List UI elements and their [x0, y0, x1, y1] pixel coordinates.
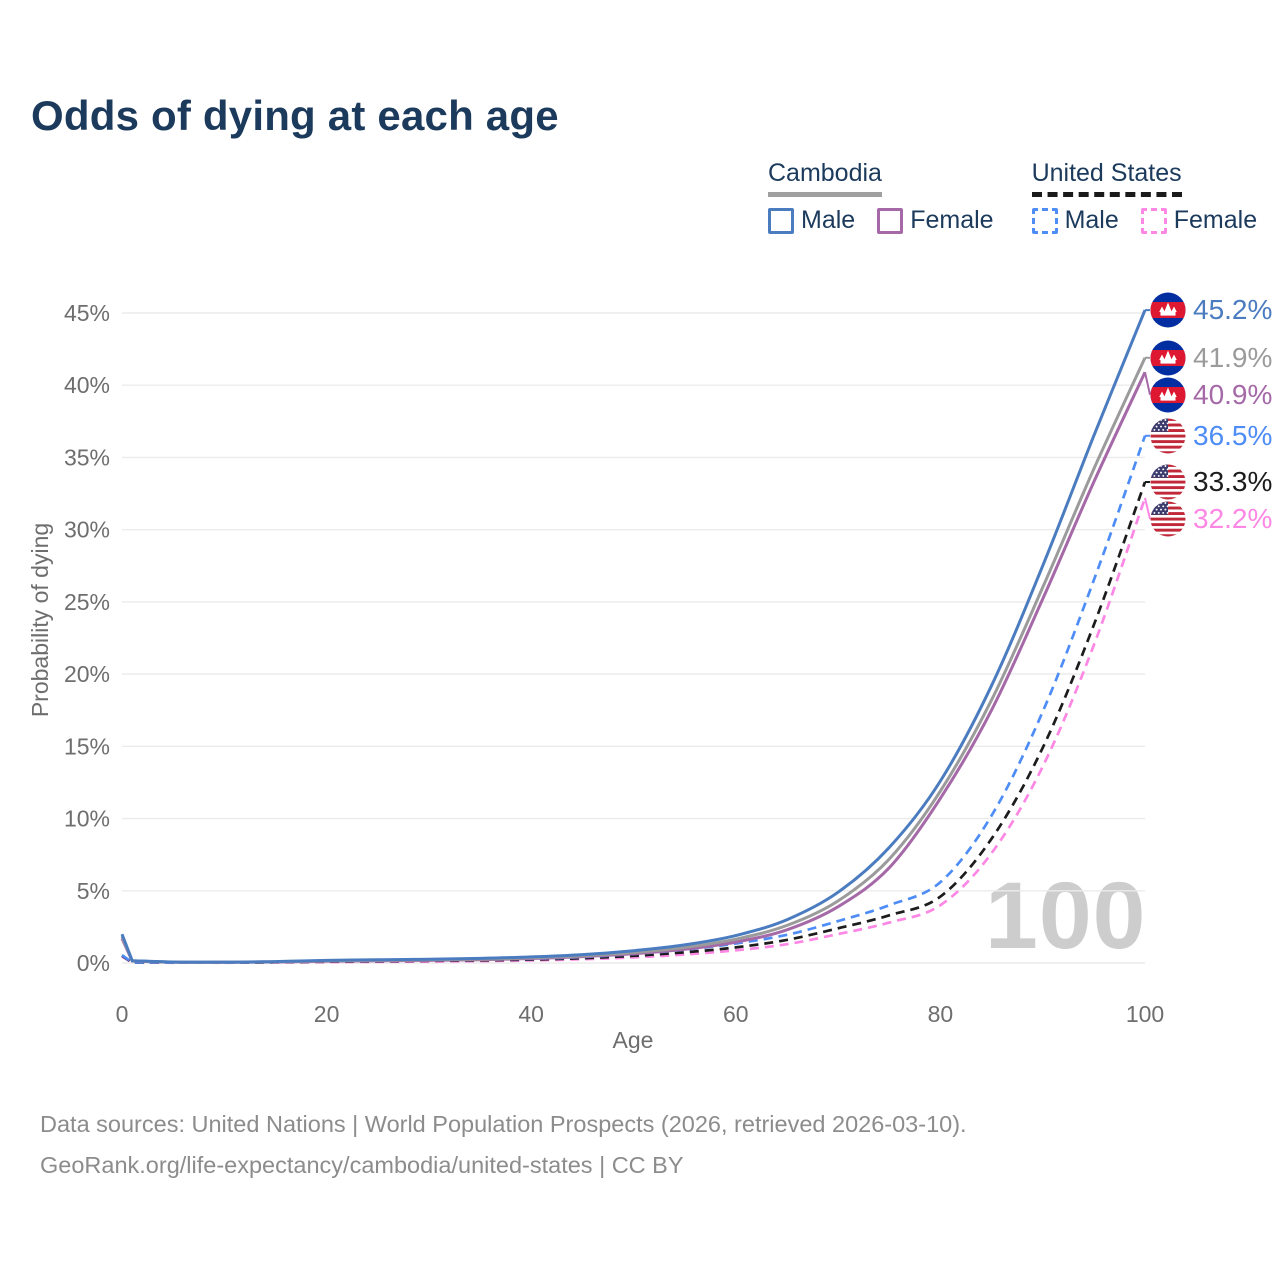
legend-header-cambodia: Cambodia: [768, 159, 882, 197]
legend-group-united-states: United States Male Female: [1031, 159, 1258, 235]
united-states-flag-icon: [1150, 501, 1186, 537]
x-tick-label: 100: [1126, 1001, 1164, 1027]
cambodia-flag-icon: [1150, 377, 1186, 413]
legend-items-cambodia: Male Female: [768, 206, 994, 235]
end-label-united-states-female: 32.2%: [1150, 501, 1272, 537]
legend-group-cambodia: Cambodia Male Female: [768, 159, 994, 235]
end-label-cambodia-female: 40.9%: [1150, 377, 1272, 413]
y-tick-label: 10%: [64, 806, 110, 832]
y-tick-label: 15%: [64, 733, 110, 759]
x-tick-label: 20: [314, 1001, 340, 1027]
end-label-connector: [1144, 497, 1151, 520]
x-tick-label: 60: [723, 1001, 749, 1027]
end-value: 33.3%: [1193, 466, 1273, 497]
legend-item-label: Female: [910, 206, 994, 234]
y-tick-label: 35%: [64, 444, 110, 470]
series-line-united-states-female[interactable]: [121, 497, 1147, 965]
x-tick-label: 80: [928, 1001, 954, 1027]
legend-item-united-states-male[interactable]: Male: [1031, 206, 1119, 235]
y-tick-label: 25%: [64, 589, 110, 615]
united-states-flag-icon: [1150, 418, 1186, 454]
chart-watermark: 100: [985, 863, 1147, 969]
attribution-text: GeoRank.org/life-expectancy/cambodia/uni…: [40, 1152, 684, 1178]
united-states-female-swatch-icon: [1140, 207, 1167, 234]
cambodia-flag-icon: [1150, 340, 1186, 376]
legend-item-label: Male: [1064, 206, 1119, 234]
y-tick-label: 40%: [64, 372, 110, 398]
y-axis-title: Probability of dying: [27, 523, 53, 717]
legend-item-cambodia-female[interactable]: Female: [877, 206, 994, 235]
series-line-cambodia-male[interactable]: [120, 309, 1147, 964]
y-tick-label: 30%: [64, 517, 110, 543]
end-label-cambodia: 41.9%: [1150, 340, 1272, 376]
legend-header-united-states: United States: [1031, 159, 1182, 197]
y-tick-label: 20%: [64, 661, 110, 687]
x-tick-label: 40: [518, 1001, 544, 1027]
end-label-connector: [1144, 372, 1151, 395]
cambodia-flag-icon: [1150, 292, 1186, 328]
legend-item-label: Female: [1173, 206, 1258, 234]
united-states-flag-icon: [1150, 464, 1186, 500]
y-tick-label: 45%: [64, 300, 110, 326]
footer: Data sources: United Nations | World Pop…: [40, 1104, 967, 1186]
legend-item-united-states-female[interactable]: Female: [1140, 206, 1258, 235]
end-value: 32.2%: [1193, 503, 1273, 534]
series-layer: [120, 309, 1151, 965]
legend-items-united-states: Male Female: [1031, 206, 1258, 235]
end-value: 40.9%: [1193, 378, 1273, 410]
series-line-cambodia[interactable]: [120, 357, 1147, 964]
data-sources-text: Data sources: United Nations | World Pop…: [40, 1111, 967, 1137]
cambodia-male-swatch-icon: [768, 207, 794, 234]
legend: Cambodia Male Female United States Male …: [768, 159, 1257, 235]
page-title: Odds of dying at each age: [31, 92, 559, 139]
x-tick-label: 0: [116, 1001, 129, 1027]
legend-item-cambodia-male[interactable]: Male: [768, 206, 855, 235]
end-label-cambodia-male: 45.2%: [1150, 292, 1272, 328]
legend-item-label: Male: [801, 206, 856, 234]
y-tick-label: 0%: [77, 950, 110, 976]
end-value: 41.9%: [1193, 341, 1273, 373]
series-line-cambodia-female[interactable]: [120, 371, 1147, 964]
cambodia-female-swatch-icon: [877, 207, 904, 234]
end-label-united-states-male: 36.5%: [1150, 418, 1272, 454]
end-labels: 45.2% 41.9%: [1150, 0, 1280, 1280]
united-states-male-swatch-icon: [1031, 207, 1058, 234]
end-label-united-states: 33.3%: [1150, 464, 1272, 500]
y-tick-label: 5%: [77, 878, 110, 904]
end-value: 45.2%: [1193, 294, 1273, 326]
x-axis-title: Age: [613, 1027, 654, 1053]
end-value: 36.5%: [1193, 419, 1273, 451]
grid-layer: 0% 5% 10% 15% 20% 25% 30% 35% 40% 45% 0 20 40 60 80 100: [64, 300, 1164, 1027]
series-line-united-states[interactable]: [121, 481, 1147, 965]
